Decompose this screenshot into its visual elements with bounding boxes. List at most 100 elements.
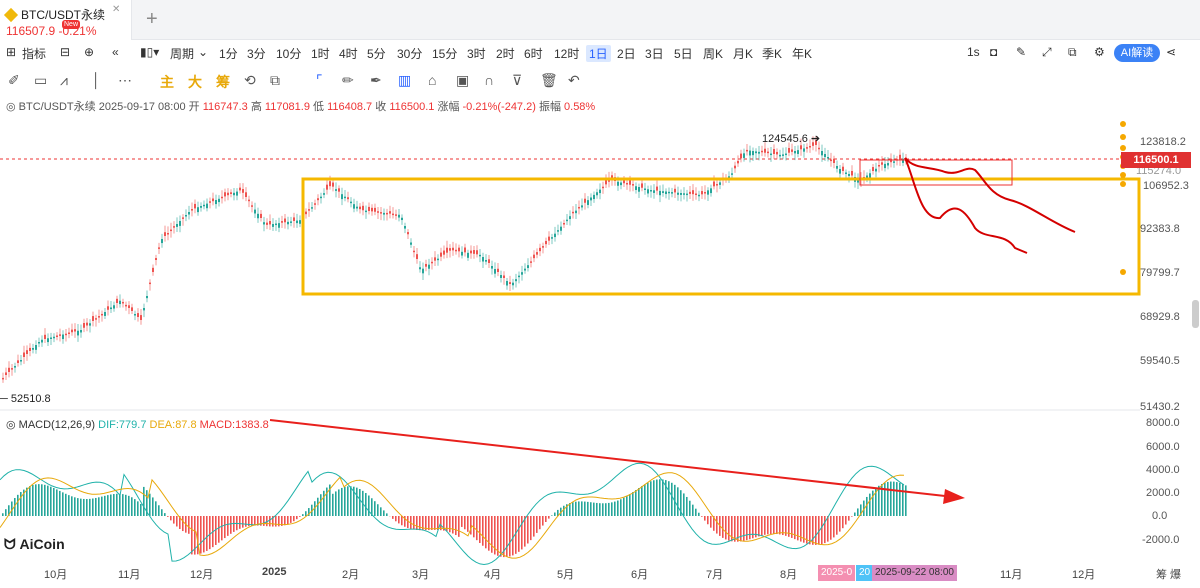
interval-3h[interactable]: 3时 xyxy=(467,47,486,61)
interval-toolbar: ⊞ 指标 ⊟ ⊕ « ▮▯▾ 周期 ⌄ 1分 3分 10分 1时 4时 5分 3… xyxy=(0,40,1200,66)
macd-bar xyxy=(377,504,379,516)
candle-body xyxy=(353,204,355,209)
vertical-line-icon[interactable]: │ xyxy=(92,72,101,88)
projection-path-upper[interactable] xyxy=(904,157,1076,233)
speed-select[interactable]: 1s xyxy=(967,45,980,59)
candles-icon[interactable]: ▥ xyxy=(398,72,412,88)
scrollbar[interactable] xyxy=(1192,300,1199,328)
interval-10m[interactable]: 10分 xyxy=(276,47,302,61)
candle-body xyxy=(599,189,601,194)
add-indicator-icon[interactable]: ⊕ xyxy=(84,45,95,59)
macd-bar xyxy=(167,516,169,517)
macd-bar xyxy=(614,501,616,516)
pen-icon[interactable]: ✏ xyxy=(342,72,354,88)
camera-icon[interactable]: ◘ xyxy=(990,45,998,59)
interval-week[interactable]: 周K xyxy=(703,47,724,61)
indicator-icon[interactable]: ⊞ xyxy=(6,45,17,59)
interval-month[interactable]: 月K xyxy=(733,47,754,61)
candle-body xyxy=(401,217,403,221)
candle-body xyxy=(506,281,508,286)
divergence-arrow-line[interactable] xyxy=(269,419,946,497)
main-button[interactable]: 主 xyxy=(160,74,174,90)
interval-1d[interactable]: 1日 xyxy=(586,45,611,62)
interval-quarter[interactable]: 季K xyxy=(762,47,783,61)
interval-30m[interactable]: 30分 xyxy=(397,47,423,61)
target-box[interactable] xyxy=(859,159,1013,186)
high-label: 高 xyxy=(250,101,262,113)
macd-bar xyxy=(833,516,835,538)
layout-icon[interactable]: ⊟ xyxy=(60,45,71,59)
interval-2d[interactable]: 2日 xyxy=(617,47,636,61)
projection-path-lower[interactable] xyxy=(904,157,1028,254)
popout-icon[interactable]: ⧉ xyxy=(1068,45,1077,59)
sync-icon[interactable]: ⟲ xyxy=(244,72,256,88)
candle-body xyxy=(59,334,61,336)
undo-icon[interactable]: ↶ xyxy=(568,72,580,88)
big-button[interactable]: 大 xyxy=(188,74,202,90)
indicators-button[interactable]: 指标 xyxy=(22,47,47,61)
macd-bar xyxy=(449,516,451,533)
macd-bar xyxy=(173,516,175,524)
interval-15m[interactable]: 15分 xyxy=(432,47,458,61)
image-icon[interactable]: ▣ xyxy=(456,72,470,88)
layers-icon[interactable]: ⧉ xyxy=(270,72,280,88)
interval-4h[interactable]: 4时 xyxy=(339,47,358,61)
brush-icon[interactable]: ✒ xyxy=(370,72,382,88)
interval-2h[interactable]: 2时 xyxy=(496,47,515,61)
close-icon[interactable]: ✕ xyxy=(112,4,121,15)
candle-type-icon[interactable]: ▮▯▾ xyxy=(140,45,160,59)
interval-5m[interactable]: 5分 xyxy=(367,47,386,61)
ai-analysis-button[interactable]: AI解读 xyxy=(1114,44,1160,62)
settings-icon[interactable]: ⚙ xyxy=(1094,45,1105,59)
macd-info: ◎ MACD(12,26,9) DIF:779.7 DEA:87.8 MACD:… xyxy=(6,418,269,431)
macd-bar xyxy=(119,493,121,516)
macd-bar xyxy=(668,481,670,516)
macd-bar xyxy=(812,516,814,545)
macd-bar xyxy=(842,516,844,529)
candle-body xyxy=(755,151,757,154)
interval-year[interactable]: 年K xyxy=(792,47,813,61)
edit-icon[interactable]: ✎ xyxy=(1016,45,1027,59)
trash-icon[interactable]: 🗑 xyxy=(540,72,558,88)
candle-body xyxy=(539,247,541,252)
candle-body xyxy=(845,172,847,174)
share-icon[interactable]: ⋖ xyxy=(1166,45,1177,59)
candle-body xyxy=(365,210,367,213)
macd-bar xyxy=(779,516,781,535)
candle-body xyxy=(797,150,799,154)
bell-icon[interactable]: ◎ xyxy=(6,419,19,431)
filter-icon[interactable]: ⊽ xyxy=(512,72,523,88)
add-tab-button[interactable]: + xyxy=(146,8,158,30)
lock-icon[interactable]: ⌂ xyxy=(428,72,437,88)
chip-button[interactable]: 筹 xyxy=(216,74,230,90)
rectangle-icon[interactable]: ▭ xyxy=(34,72,48,88)
more-icon[interactable]: ⋯ xyxy=(118,72,132,88)
interval-1h[interactable]: 1时 xyxy=(311,47,330,61)
ruler-icon[interactable]: ✐ xyxy=(8,72,20,88)
macd-bar xyxy=(656,479,658,516)
interval-3m[interactable]: 3分 xyxy=(247,47,266,61)
candle-body xyxy=(740,153,742,159)
interval-3d[interactable]: 3日 xyxy=(645,47,664,61)
fullscreen-icon[interactable]: ⤢ xyxy=(1042,45,1052,59)
range-box[interactable] xyxy=(301,177,1141,296)
alert-dots[interactable] xyxy=(1120,121,1126,275)
candle-body xyxy=(395,214,397,216)
interval-6h[interactable]: 6时 xyxy=(524,47,543,61)
eye-icon[interactable]: ◎ xyxy=(6,101,19,113)
select-icon[interactable]: ⌜ xyxy=(316,72,323,88)
macd-bar xyxy=(542,516,544,526)
interval-5d[interactable]: 5日 xyxy=(674,47,693,61)
period-dropdown[interactable]: 周期 xyxy=(170,47,195,61)
macd-bar xyxy=(437,516,439,530)
interval-1m[interactable]: 1分 xyxy=(219,47,238,61)
magnet-icon[interactable]: ∩ xyxy=(484,72,495,88)
rewind-icon[interactable]: « xyxy=(112,45,119,59)
tab-btc-usdt[interactable]: BTC/USDT永续 New 116507.9 -0.21% ✕ xyxy=(0,0,132,40)
macd-bar xyxy=(461,516,463,527)
macd-bar xyxy=(239,516,241,529)
interval-12h[interactable]: 12时 xyxy=(554,47,580,61)
candle-body xyxy=(557,230,559,232)
wave-icon[interactable]: ⩘ xyxy=(60,72,68,88)
